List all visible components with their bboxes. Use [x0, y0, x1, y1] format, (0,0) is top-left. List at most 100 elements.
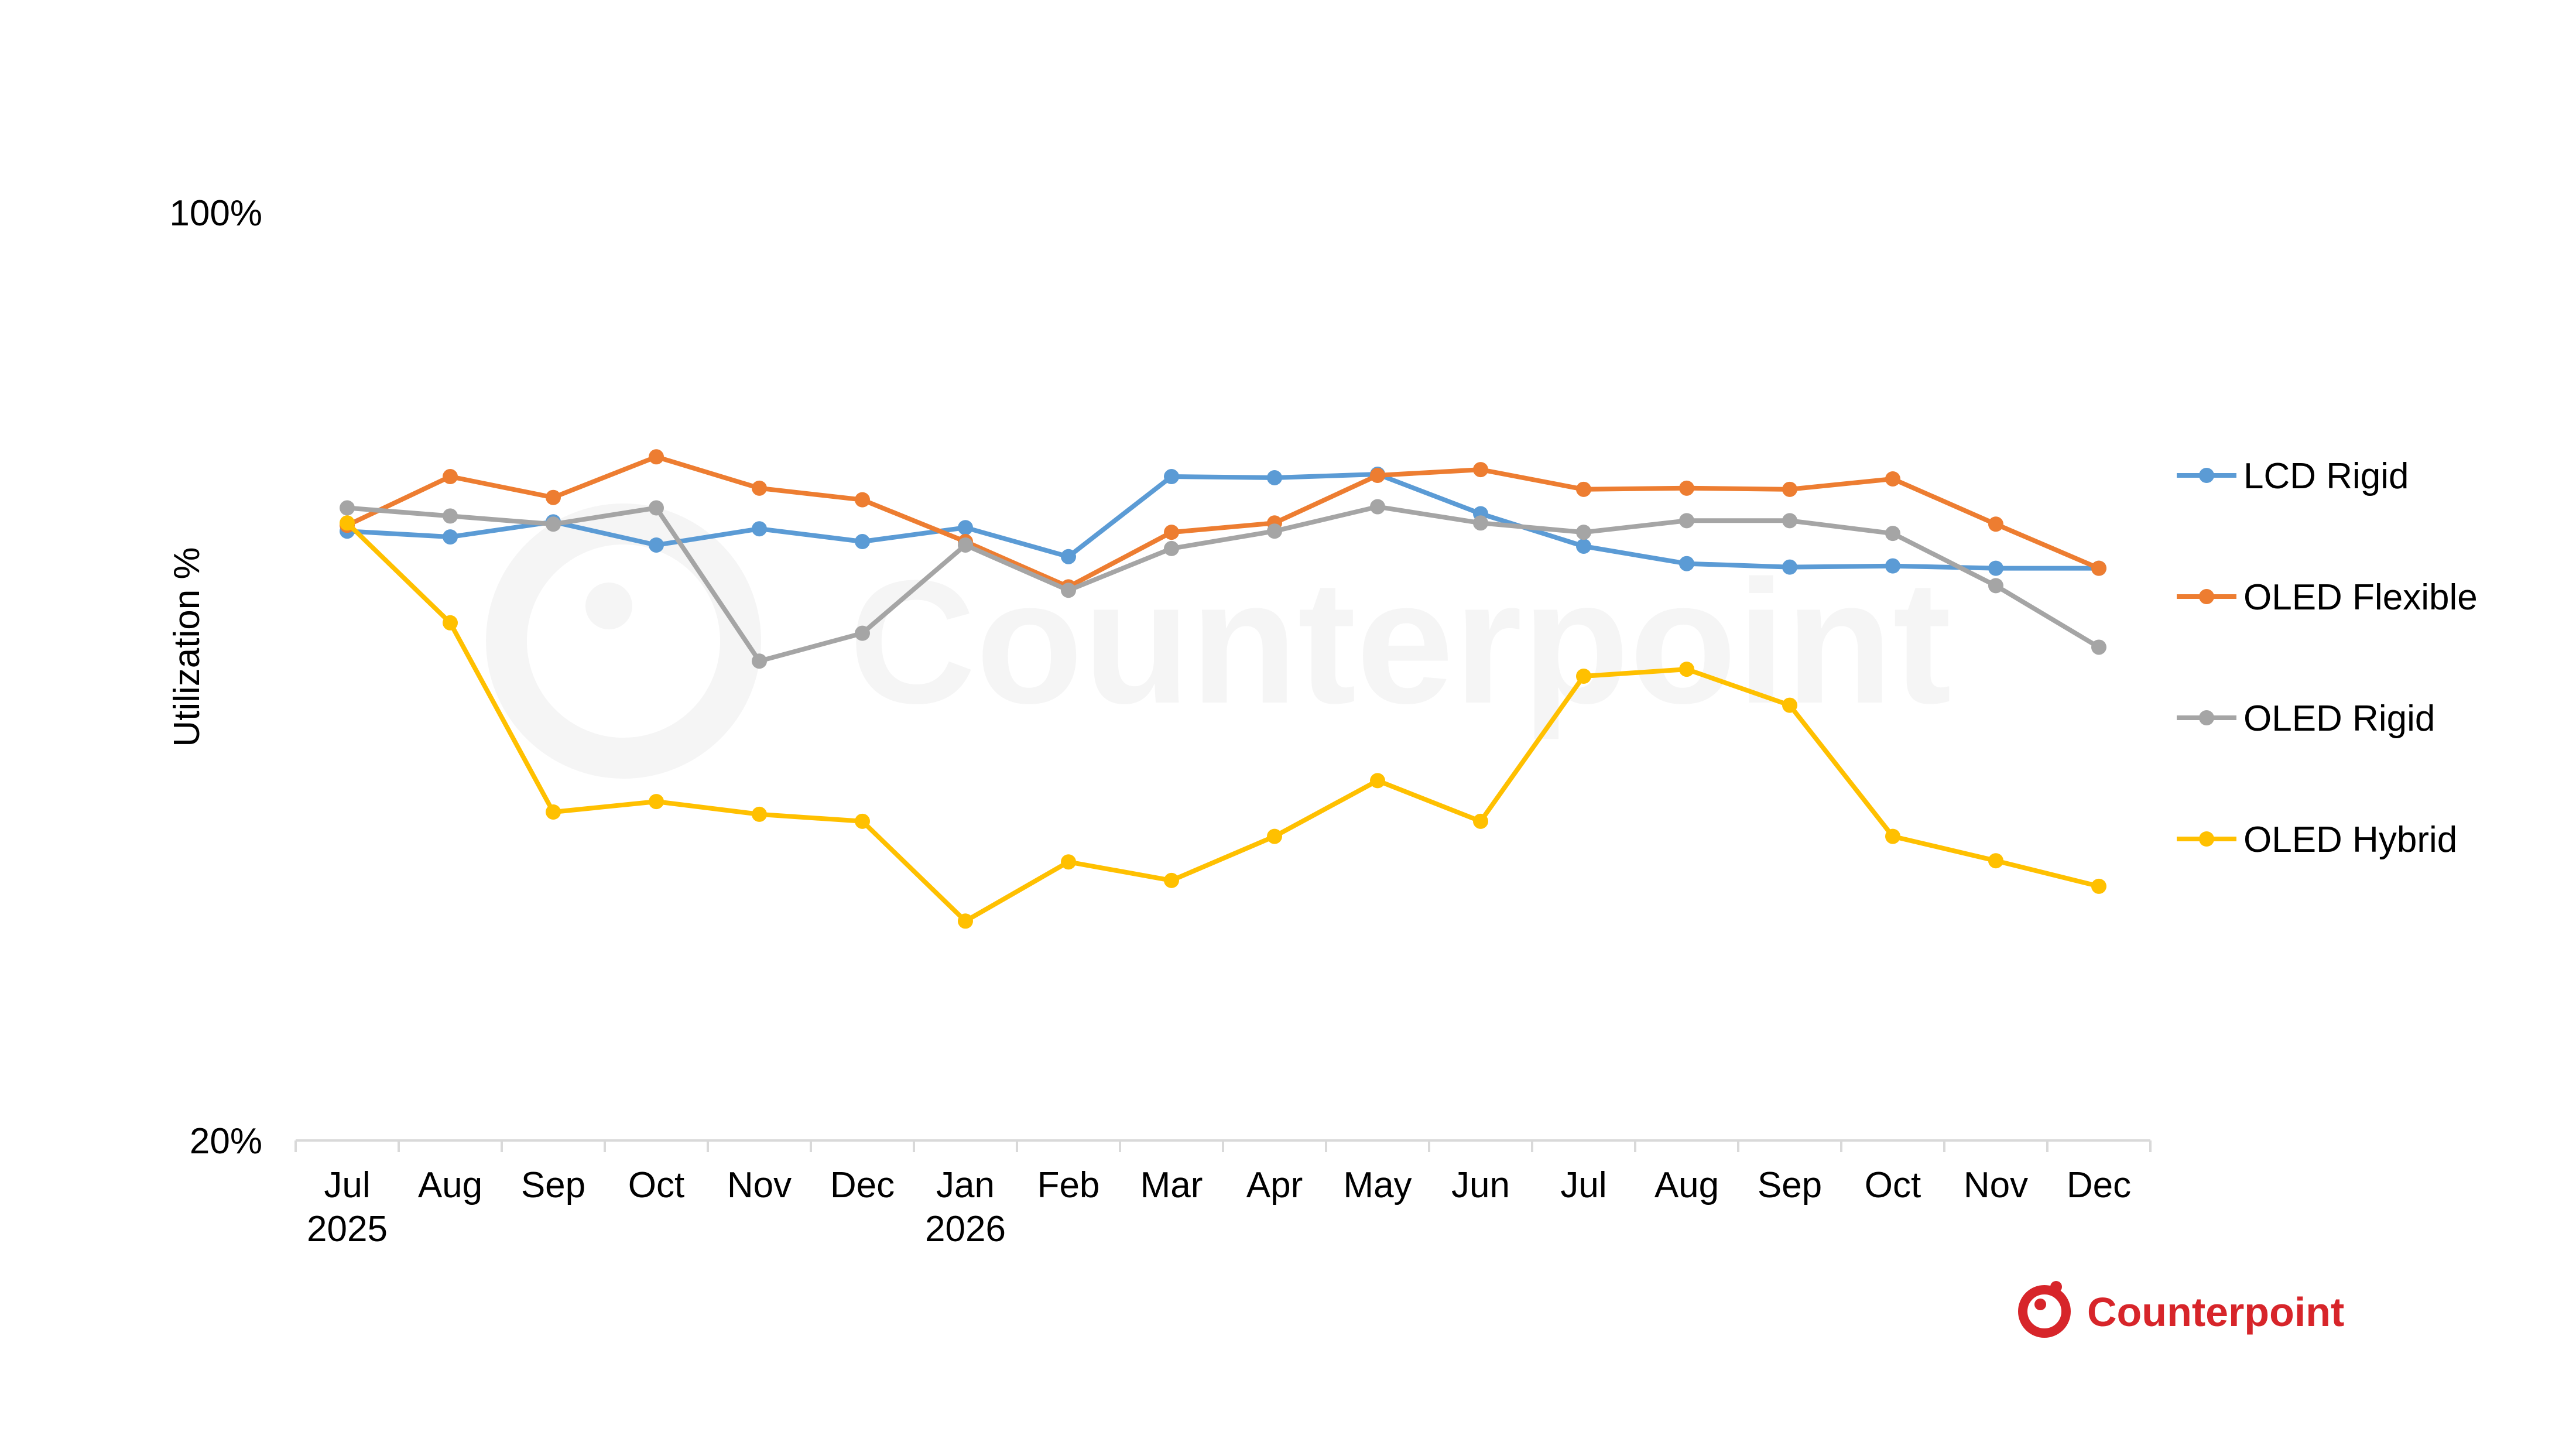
legend-item: OLED Hybrid [2177, 820, 2457, 860]
x-tick-label: Dec [830, 1165, 895, 1205]
data-point [1988, 516, 2003, 532]
y-axis-title: Utilization % [167, 547, 207, 746]
data-point [855, 813, 870, 829]
data-point [1061, 549, 1076, 564]
data-point [649, 500, 664, 516]
data-point [1576, 525, 1591, 540]
data-point [752, 521, 767, 537]
data-point [546, 516, 561, 532]
x-tick-label: Jun [1451, 1165, 1510, 1205]
x-tick-label: Nov [1964, 1165, 2028, 1205]
legend-swatch-marker [2199, 831, 2214, 847]
legend-swatch-marker [2199, 589, 2214, 604]
data-point [1061, 583, 1076, 598]
data-point [1370, 773, 1385, 789]
data-point [1988, 853, 2003, 869]
x-tick-label: Apr [1246, 1165, 1303, 1205]
data-point [1782, 697, 1797, 713]
data-point [752, 653, 767, 669]
data-point [1061, 854, 1076, 870]
legend-label: OLED Hybrid [2243, 820, 2457, 860]
x-tick-year-label: 2025 [307, 1209, 388, 1249]
counterpoint-logo-icon [2018, 1285, 2071, 1338]
x-tick-label: Nov [727, 1165, 792, 1205]
watermark: Counterpoint [486, 503, 1951, 779]
x-tick-label: Feb [1037, 1165, 1100, 1205]
data-point [649, 794, 664, 810]
counterpoint-watermark-icon [486, 503, 761, 779]
legend-label: OLED Rigid [2243, 698, 2435, 739]
series-line [347, 504, 2101, 664]
data-point [649, 537, 664, 553]
data-point [1267, 523, 1282, 539]
data-point [1988, 578, 2003, 594]
x-tick-label: Jul [324, 1165, 370, 1205]
legend-swatch-marker [2199, 710, 2214, 725]
data-point [1885, 471, 1900, 487]
data-point [443, 529, 458, 545]
data-point [1679, 480, 1694, 496]
data-point [958, 520, 973, 536]
x-tick-label: Sep [521, 1165, 585, 1205]
data-point [1164, 540, 1179, 556]
x-tick-label: Sep [1758, 1165, 1822, 1205]
data-point [752, 480, 767, 496]
data-point [1885, 526, 1900, 542]
data-point [1679, 513, 1694, 529]
legend-label: LCD Rigid [2243, 456, 2409, 496]
data-point [1782, 559, 1797, 575]
data-point [340, 515, 355, 531]
x-tick-label: Oct [1865, 1165, 1921, 1205]
y-tick-label-top: 100% [169, 193, 262, 234]
data-point [443, 508, 458, 524]
data-point [1885, 828, 1900, 844]
data-point [1370, 499, 1385, 515]
data-point [1782, 481, 1797, 497]
series-line [347, 472, 2099, 571]
x-tick-label: Aug [418, 1165, 482, 1205]
legend-item: OLED Rigid [2177, 698, 2435, 739]
series-group [340, 449, 2106, 929]
data-point [2091, 560, 2106, 576]
x-tick-label: Aug [1654, 1165, 1719, 1205]
x-axis-ticks [294, 1140, 2152, 1152]
data-point [2091, 878, 2106, 894]
data-point [1885, 558, 1900, 574]
data-point [958, 537, 973, 553]
series-oled-rigid [340, 499, 2106, 669]
data-point [546, 804, 561, 820]
data-point [1679, 556, 1694, 571]
data-point [443, 615, 458, 631]
counterpoint-logo: Counterpoint [2018, 1281, 2344, 1338]
data-point [1164, 469, 1179, 485]
x-tick-label: Dec [2067, 1165, 2131, 1205]
data-point [855, 625, 870, 641]
data-point [1576, 538, 1591, 554]
y-tick-label-bottom: 20% [190, 1121, 262, 1162]
data-point [1576, 481, 1591, 497]
data-point [649, 449, 664, 465]
counterpoint-watermark-icon-dot [585, 583, 632, 629]
data-point [2091, 639, 2106, 655]
data-point [855, 534, 870, 550]
legend-item: LCD Rigid [2177, 456, 2409, 496]
data-point [1473, 515, 1488, 531]
counterpoint-logo-icon-dot [2034, 1299, 2046, 1310]
legend: LCD Rigid OLED Flexible OLED Rigid OLED Hyb… [2177, 456, 2478, 860]
series-oled-hybrid [340, 515, 2106, 929]
data-point [1164, 872, 1179, 888]
legend-swatch-marker [2199, 468, 2214, 483]
x-tick-label: Jul [1560, 1165, 1606, 1205]
data-point [340, 500, 355, 516]
series-line [346, 454, 2100, 590]
data-point [1267, 828, 1282, 844]
data-point [1164, 525, 1179, 540]
data-point [1782, 513, 1797, 529]
counterpoint-logo-icon-top-dot [2050, 1281, 2062, 1293]
data-point [1473, 813, 1488, 829]
series-line [345, 521, 2099, 924]
x-tick-label: Oct [628, 1165, 684, 1205]
data-point [1267, 470, 1282, 485]
